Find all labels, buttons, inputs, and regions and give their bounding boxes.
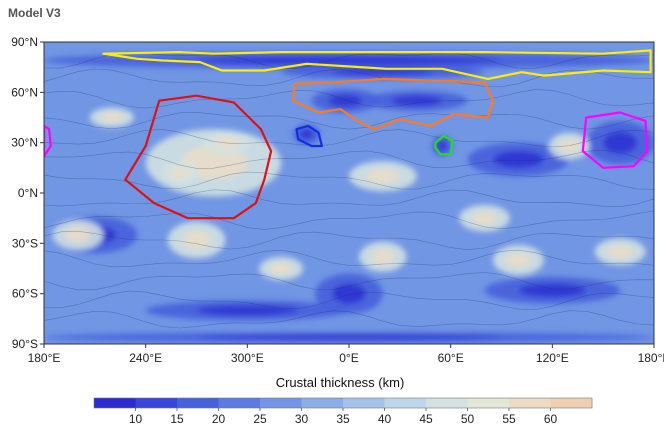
region-outline — [581, 111, 649, 169]
colorbar-swatch — [218, 398, 261, 408]
region-outline — [292, 77, 495, 131]
colorbar-tick-label: 10 — [129, 412, 143, 426]
contour-line — [44, 249, 654, 268]
thickness-patch-core — [196, 305, 299, 316]
contour-line — [44, 149, 654, 169]
thickness-patch-core — [437, 140, 448, 152]
colorbar-tick-label: 25 — [253, 412, 267, 426]
colorbar-tick-label: 40 — [378, 412, 392, 426]
colorbar-swatch — [177, 398, 219, 408]
thickness-patch-core — [332, 68, 434, 76]
thickness-patch-core — [505, 252, 532, 268]
thickness-patch-core — [196, 334, 502, 340]
region-outline — [44, 124, 52, 158]
y-tick-label: 90°S — [12, 337, 38, 351]
thickness-patch-core — [607, 245, 633, 259]
colorbar-swatch — [343, 398, 385, 408]
thickness-patch-core — [328, 94, 363, 107]
region-outline — [434, 134, 454, 156]
colorbar-swatch — [467, 398, 510, 408]
thickness-patch-core — [559, 139, 580, 153]
y-tick-label: 90°N — [11, 35, 38, 49]
contour-line — [44, 129, 654, 148]
colorbar-swatch — [94, 398, 136, 408]
x-tick-label: 300°E — [231, 351, 264, 365]
thickness-patch-core — [371, 249, 395, 265]
x-tick-label: 180°E — [28, 351, 61, 365]
colorbar-tick-label: 35 — [336, 412, 350, 426]
colorbar-tick-label: 50 — [461, 412, 475, 426]
contour-line — [44, 89, 654, 109]
contour-line — [44, 189, 654, 208]
x-tick-label: 240°E — [129, 351, 162, 365]
x-tick-label: 120°E — [536, 351, 569, 365]
colorbar-tick-label: 55 — [502, 412, 516, 426]
chart-title: Model V3 — [8, 6, 61, 20]
colorbar-swatch — [260, 398, 302, 408]
colorbar-tick-label: 20 — [212, 412, 226, 426]
colorbar-tick-label: 30 — [295, 412, 309, 426]
colorbar-tick-label: 15 — [170, 412, 184, 426]
y-tick-label: 60°N — [11, 85, 38, 99]
y-tick-label: 30°N — [11, 136, 38, 150]
contour-line — [44, 310, 654, 329]
contour-line — [44, 230, 654, 251]
colorbar-swatch — [550, 398, 593, 408]
thickness-patch-core — [493, 151, 544, 168]
colorbar-swatch — [301, 398, 344, 408]
x-tick-label: 180°E — [638, 351, 664, 365]
thickness-patch-core — [270, 262, 293, 275]
contour-line — [44, 68, 654, 88]
colorbar-swatch — [509, 398, 551, 408]
thickness-patch-core — [391, 95, 443, 106]
thickness-patch-core — [182, 230, 211, 250]
contour-line — [44, 272, 654, 291]
x-tick-label: 60°E — [438, 351, 464, 365]
contour-line — [44, 111, 654, 130]
colorbar-label: Crustal thickness (km) — [276, 375, 405, 390]
colorbar-swatch — [384, 398, 427, 408]
thickness-patch-core — [100, 112, 123, 123]
y-tick-label: 30°S — [12, 236, 38, 250]
y-tick-label: 60°S — [12, 287, 38, 301]
contour-line — [44, 290, 654, 310]
thickness-patch-core — [65, 227, 91, 243]
thickness-patch-core — [518, 283, 587, 298]
colorbar-swatch — [135, 398, 178, 408]
thickness-patch-core — [170, 166, 189, 179]
region-outline — [295, 124, 323, 148]
thickness-patch-core — [603, 131, 638, 154]
contour-line — [44, 171, 654, 190]
thickness-patch-core — [196, 56, 502, 65]
thickness-patch-core — [332, 283, 366, 304]
region-outline — [124, 94, 273, 220]
thickness-patch-core — [299, 129, 314, 140]
map-plot-area — [43, 41, 655, 345]
region-outline — [102, 49, 652, 81]
thickness-patch-core — [365, 168, 400, 184]
colorbar-tick-label: 45 — [419, 412, 433, 426]
colorbar-tick-label: 60 — [544, 412, 558, 426]
contour-line — [44, 210, 654, 230]
thickness-patch-core — [471, 211, 498, 225]
x-tick-label: 0°E — [339, 351, 358, 365]
y-tick-label: 0°N — [18, 186, 38, 200]
thickness-patch-core — [215, 136, 239, 149]
colorbar-swatch — [426, 398, 468, 408]
